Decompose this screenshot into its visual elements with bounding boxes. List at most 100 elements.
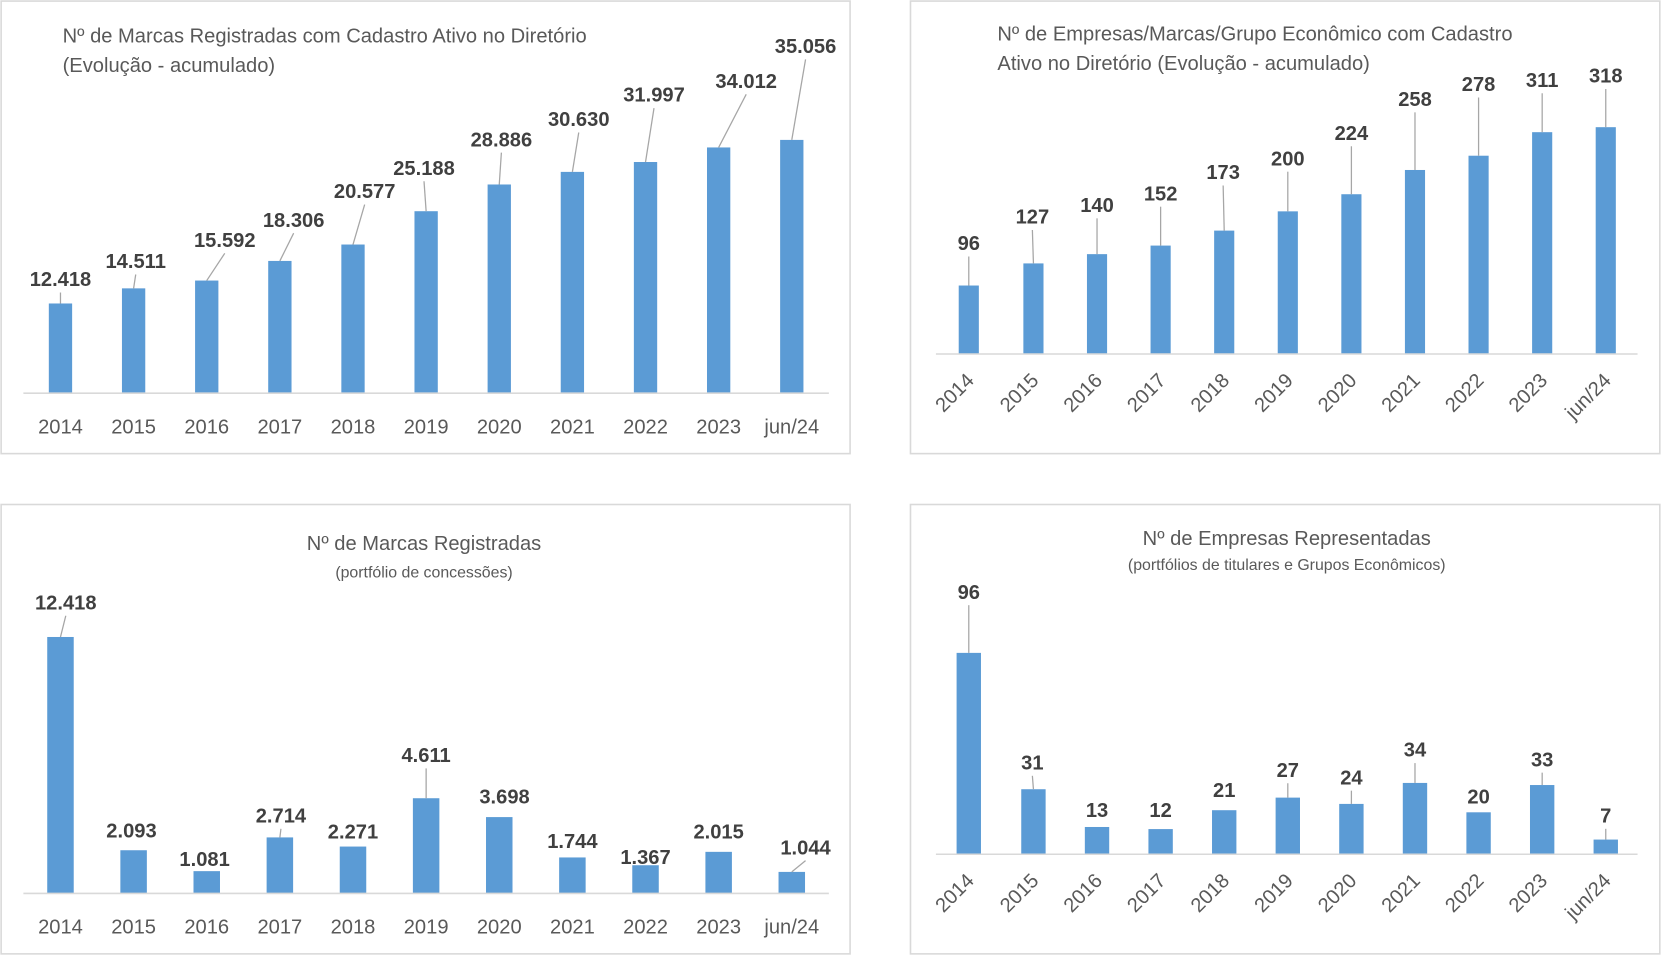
- data-label: 24: [1340, 767, 1363, 789]
- bar-2016: [1087, 254, 1107, 354]
- data-label: 1.744: [547, 831, 598, 853]
- bar-2020: [1339, 804, 1363, 854]
- bar-2022: [1466, 812, 1490, 854]
- x-tick-label: 2020: [477, 917, 522, 939]
- bar-2017: [268, 261, 291, 393]
- bar-2018: [1212, 810, 1236, 854]
- data-label: 12.418: [30, 269, 92, 291]
- data-label: 14.511: [106, 251, 166, 273]
- bar-2023: [705, 852, 731, 894]
- bar-2014: [49, 303, 72, 393]
- bar-2021: [1405, 170, 1425, 354]
- bar-2019: [1278, 211, 1298, 354]
- data-label: 258: [1398, 89, 1432, 111]
- data-label: 1.081: [179, 849, 229, 871]
- data-label: 311: [1526, 70, 1558, 92]
- bar-jun/24: [1594, 840, 1618, 855]
- bar-2017: [267, 837, 293, 893]
- x-tick-label: 2023: [696, 917, 741, 939]
- x-tick-label: 2016: [184, 416, 229, 438]
- x-tick-label: 2020: [477, 416, 522, 438]
- data-label: 318: [1589, 66, 1623, 88]
- x-tick-label: 2021: [550, 917, 595, 939]
- data-label: 13: [1086, 800, 1108, 822]
- bar-2016: [1085, 827, 1109, 854]
- x-tick-label: 2015: [111, 917, 156, 939]
- data-label: 7: [1600, 805, 1611, 827]
- data-label: 200: [1271, 148, 1305, 170]
- x-tick-label: 2017: [257, 917, 302, 939]
- x-tick-label: 2018: [331, 917, 376, 939]
- data-label: 96: [958, 582, 980, 604]
- bar-2023: [1532, 132, 1552, 354]
- chart-empresas-representadas: Nº de Empresas Representadas (portfólios…: [910, 504, 1659, 953]
- bar-2018: [340, 847, 366, 894]
- bar-2017: [1151, 246, 1171, 354]
- data-label: 1.044: [780, 837, 831, 859]
- bar-2015: [1021, 789, 1045, 854]
- data-label: 18.306: [263, 210, 325, 232]
- data-label: 12: [1149, 800, 1171, 822]
- dashboard-charts: Nº de Marcas Registradas com Cadastro At…: [0, 0, 1662, 956]
- data-label: 33: [1531, 749, 1553, 771]
- x-tick-label: 2023: [696, 416, 741, 438]
- data-label: 224: [1335, 123, 1369, 145]
- bar-2019: [1276, 798, 1300, 855]
- data-label: 31.997: [623, 85, 685, 107]
- bar-2018: [341, 245, 364, 394]
- data-label: 20.577: [334, 181, 396, 203]
- x-tick-label: 2022: [623, 917, 668, 939]
- x-tick-label: 2019: [404, 917, 449, 939]
- bar-2022: [632, 865, 658, 893]
- data-label: 2.015: [693, 821, 743, 843]
- data-label: 1.367: [620, 847, 670, 869]
- x-tick-label: 2019: [404, 416, 449, 438]
- x-tick-label: 2022: [623, 416, 668, 438]
- data-label: 96: [958, 233, 980, 255]
- chart-marcas-registradas: Nº de Marcas Registradas (portfólio de c…: [1, 504, 850, 953]
- bar-2021: [561, 172, 584, 393]
- bar-2019: [414, 211, 437, 393]
- bar-2020: [1341, 194, 1361, 354]
- data-label: 173: [1206, 162, 1240, 184]
- data-label: 30.630: [548, 109, 610, 131]
- bar-jun/24: [1596, 127, 1616, 354]
- data-label: 34.012: [715, 71, 777, 93]
- x-tick-label: 2017: [257, 416, 302, 438]
- bar-2021: [1403, 783, 1427, 854]
- data-label: 3.698: [479, 786, 529, 808]
- data-label: 2.714: [256, 805, 307, 827]
- data-label: 15.592: [194, 230, 256, 252]
- bar-2022: [634, 162, 657, 393]
- bar-2018: [1214, 231, 1234, 354]
- x-tick-label: jun/24: [763, 917, 819, 939]
- bar-jun/24: [780, 140, 803, 393]
- data-label: 4.611: [401, 745, 450, 767]
- x-tick-label: 2014: [38, 917, 83, 939]
- chart-subtitle: (portfólios de titulares e Grupos Econôm…: [1128, 557, 1446, 574]
- chart-title: Nº de Empresas Representadas: [1143, 528, 1431, 550]
- bar-2017: [1148, 829, 1172, 854]
- bar-2021: [559, 857, 585, 893]
- data-label: 12.418: [35, 592, 97, 614]
- bar-2014: [959, 286, 979, 354]
- x-tick-label: 2015: [111, 416, 156, 438]
- chart-title: Nº de Empresas/Marcas/Grupo Econômico co…: [997, 23, 1512, 45]
- chart-title: Nº de Marcas Registradas com Cadastro At…: [63, 25, 587, 47]
- bar-2015: [122, 288, 145, 393]
- bar-2015: [120, 850, 146, 893]
- bar-2014: [47, 637, 73, 893]
- chart-empresas-ativas-acumulado: Nº de Empresas/Marcas/Grupo Econômico co…: [910, 1, 1659, 454]
- chart-title-line2: (Evolução - acumulado): [63, 55, 276, 77]
- bar-2019: [413, 798, 439, 893]
- chart-title-line2: Ativo no Diretório (Evolução - acumulado…: [997, 53, 1369, 75]
- bar-2016: [195, 281, 218, 394]
- bar-2023: [707, 147, 730, 393]
- bar-2020: [488, 184, 511, 393]
- bar-2015: [1023, 263, 1043, 354]
- data-label: 34: [1404, 740, 1427, 762]
- data-label: 28.886: [471, 129, 533, 151]
- bar-2014: [957, 653, 981, 854]
- chart-subtitle: (portfólio de concessões): [335, 565, 512, 582]
- x-tick-label: 2018: [331, 416, 376, 438]
